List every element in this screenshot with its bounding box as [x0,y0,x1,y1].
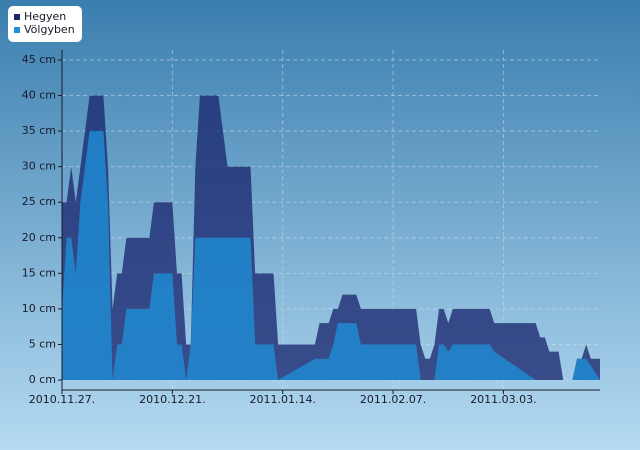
legend-label: Hegyen [24,10,66,23]
legend-swatch [14,14,20,20]
y-tick-label: 10 cm [22,302,56,315]
x-tick-label: 2011.01.14. [249,393,315,406]
y-tick-label: 35 cm [22,124,56,137]
x-tick-label: 2011.03.03. [470,393,536,406]
y-tick-label: 0 cm [29,373,56,386]
x-tick-label: 2011.02.07. [360,393,426,406]
y-tick-label: 40 cm [22,89,56,102]
legend [8,6,82,42]
y-tick-label: 20 cm [22,231,56,244]
y-tick-label: 15 cm [22,266,56,279]
y-tick-label: 45 cm [22,53,56,66]
area [62,131,600,381]
x-tick-label: 2010.12.21. [139,393,205,406]
y-tick-label: 5 cm [29,337,56,350]
plot-area [61,50,600,390]
y-tick-label: 30 cm [22,160,56,173]
legend-label: Völgyben [24,23,75,36]
y-tick-label: 25 cm [22,195,56,208]
x-tick-label: 2010.11.27. [29,393,95,406]
legend-swatch [14,27,20,33]
